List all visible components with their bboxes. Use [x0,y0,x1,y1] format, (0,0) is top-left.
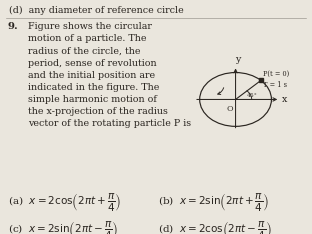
Text: 45°: 45° [247,93,258,98]
Text: (d)  any diameter of reference circle: (d) any diameter of reference circle [9,6,184,15]
Text: (d)  $x = 2\cos\!\left(2\pi t - \dfrac{\pi}{4}\right)$: (d) $x = 2\cos\!\left(2\pi t - \dfrac{\p… [158,219,271,234]
Text: T = 1 s: T = 1 s [263,81,287,89]
Text: (a)  $x = 2\cos\!\left(2\pi t + \dfrac{\pi}{4}\right)$: (a) $x = 2\cos\!\left(2\pi t + \dfrac{\p… [8,191,121,213]
Text: x: x [282,95,288,104]
Text: (b)  $x = 2\sin\!\left(2\pi t + \dfrac{\pi}{4}\right)$: (b) $x = 2\sin\!\left(2\pi t + \dfrac{\p… [158,191,269,213]
Text: Figure shows the circular
motion of a particle. The
radius of the circle, the
pe: Figure shows the circular motion of a pa… [28,22,191,128]
Text: (c)  $x = 2\sin\!\left(2\pi t - \dfrac{\pi}{4}\right)$: (c) $x = 2\sin\!\left(2\pi t - \dfrac{\p… [8,219,118,234]
Text: O: O [227,105,233,113]
Text: 9.: 9. [8,22,18,31]
Text: P(t = 0): P(t = 0) [263,70,290,78]
Text: y: y [235,55,240,64]
